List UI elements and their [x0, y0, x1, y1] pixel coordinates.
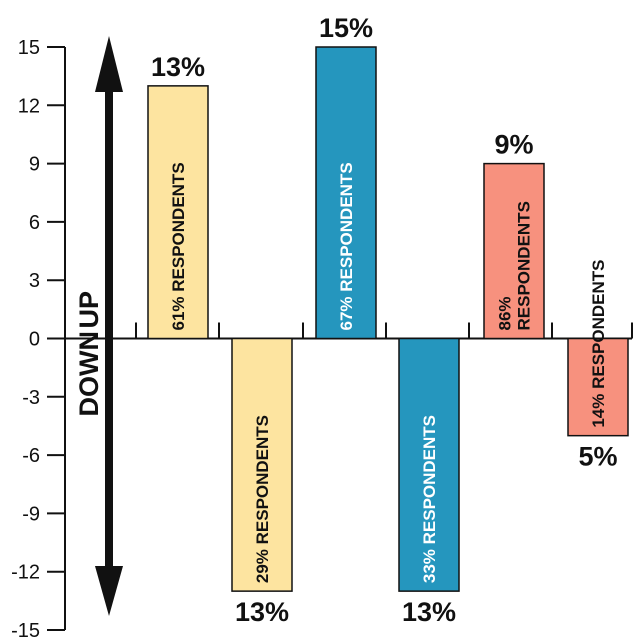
y-tick-label: 0 — [29, 329, 40, 351]
y-tick-label: -9 — [22, 503, 40, 525]
bar — [147, 85, 209, 340]
bar-group: 9% 86% RESPONDENTS — [483, 130, 545, 340]
bar — [483, 162, 545, 340]
bar-group: 13% 33% RESPONDENTS — [398, 337, 460, 627]
bar-respondents-label: 33% RESPONDENTS — [420, 415, 439, 583]
bar — [398, 337, 460, 592]
arrow-shaft — [105, 82, 113, 578]
y-tick-label: 12 — [18, 95, 40, 117]
bar-group: 5% 14% RESPONDENTS — [567, 259, 629, 472]
y-tick-label: 15 — [18, 37, 40, 59]
bar-value-label: 15% — [319, 13, 373, 43]
bar-group: 13% 61% RESPONDENTS — [147, 52, 209, 340]
bar-respondents-label: 29% RESPONDENTS — [253, 415, 272, 583]
y-tick-label: -3 — [22, 387, 40, 409]
bar-value-label: 9% — [494, 130, 533, 160]
y-tick-label: 6 — [29, 212, 40, 234]
bar-respondents-label: 14% RESPONDENTS — [589, 259, 608, 427]
arrow-head-down — [95, 566, 123, 616]
bar-respondents-label: 61% RESPONDENTS — [169, 162, 188, 330]
bar-value-label: 13% — [402, 597, 456, 627]
bars: 13% 61% RESPONDENTS 13% 29% RESPONDENTS 15% 6… — [147, 13, 629, 627]
bar-value-label: 13% — [235, 597, 289, 627]
y-tick-label: -6 — [22, 445, 40, 467]
arrow-head-up — [95, 36, 123, 92]
y-tick-label: 9 — [29, 154, 40, 176]
bar-value-label: 5% — [578, 442, 617, 472]
y-axis: 15 12 9 6 3 0 -3 -6 -9 -12 -15 — [11, 37, 633, 641]
y-tick-label: -15 — [11, 620, 40, 641]
bar — [567, 337, 629, 437]
bar-respondents-label: 86% — [496, 296, 515, 330]
bar-value-label: 13% — [151, 52, 205, 82]
bar-respondents-label: RESPONDENTS — [515, 201, 534, 330]
bar — [231, 337, 293, 592]
down-label: DOWN — [74, 331, 104, 416]
bar — [315, 46, 377, 340]
y-tick-label: -12 — [11, 562, 40, 584]
bar-group: 15% 67% RESPONDENTS — [315, 13, 377, 340]
up-label: UP — [74, 291, 104, 329]
bar-group: 13% 29% RESPONDENTS — [231, 337, 293, 627]
y-tick-label: 3 — [29, 270, 40, 292]
bar-respondents-label: 67% RESPONDENTS — [337, 162, 356, 330]
